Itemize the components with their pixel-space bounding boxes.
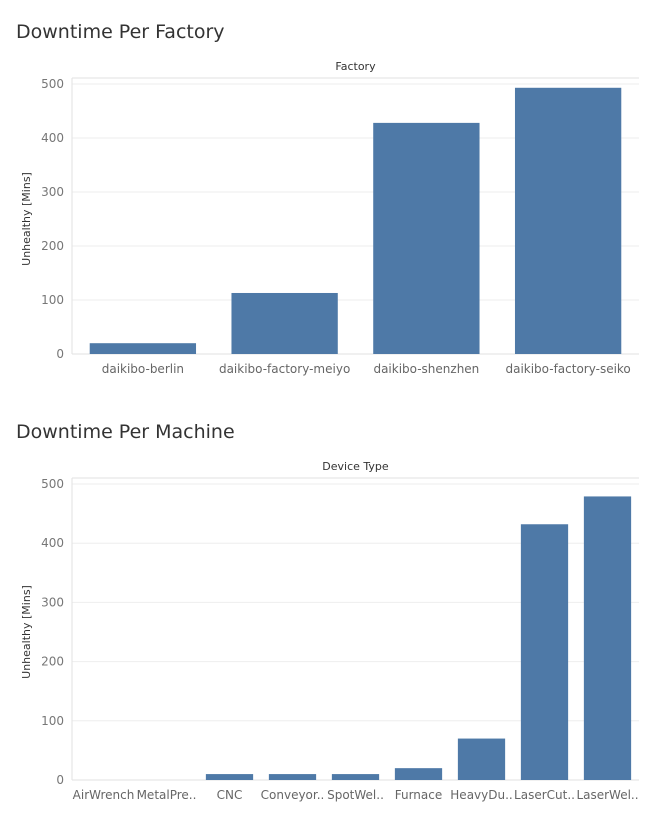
column-header: Factory (335, 60, 376, 73)
y-tick-label: 200 (41, 239, 64, 253)
x-tick-label: daikibo-factory-seiko (505, 362, 630, 376)
y-tick-label: 500 (41, 477, 64, 491)
y-tick-label: 200 (41, 655, 64, 669)
x-tick-label: Furnace (395, 788, 443, 802)
y-tick-label: 100 (41, 293, 64, 307)
bar-daikibo-shenzhen (373, 122, 480, 354)
x-tick-label: daikibo-shenzhen (373, 362, 479, 376)
bar-heavydu (457, 738, 506, 780)
bar-conveyor (268, 774, 317, 780)
bar-daikibo-factory-seiko (514, 87, 622, 354)
x-tick-label: CNC (217, 788, 243, 802)
x-tick-label: HeavyDu.. (450, 788, 512, 802)
bar-furnace (394, 768, 443, 780)
y-axis-title: Unhealthy [Mins] (20, 585, 33, 679)
y-tick-label: 100 (41, 714, 64, 728)
y-tick-label: 0 (56, 773, 64, 787)
bar-laserwel (583, 496, 632, 780)
bar-daikibo-berlin (89, 343, 197, 354)
chart-title-machine: Downtime Per Machine (16, 421, 235, 443)
x-tick-label: MetalPre.. (137, 788, 197, 802)
x-tick-label: daikibo-berlin (102, 362, 184, 376)
y-tick-label: 400 (41, 131, 64, 145)
y-tick-label: 300 (41, 185, 64, 199)
bar-cnc (205, 774, 254, 780)
x-tick-label: Conveyor.. (261, 788, 325, 802)
column-header: Device Type (322, 460, 389, 473)
x-tick-label: SpotWel.. (327, 788, 384, 802)
bar-lasercut (520, 524, 569, 780)
y-axis-title: Unhealthy [Mins] (20, 172, 33, 266)
chart-downtime-per-factory: Factory 0 100 200 300 400 500 Unhealthy [Mins] d… (20, 60, 639, 376)
y-tick-label: 300 (41, 595, 64, 609)
x-tick-label: AirWrench (73, 788, 135, 802)
chart-title-factory: Downtime Per Factory (16, 21, 225, 43)
y-tick-label: 0 (56, 347, 64, 361)
chart-downtime-per-machine: Device Type 0 100 200 300 400 500 Unhealthy [Mi… (20, 460, 639, 802)
bar-spotwel (331, 774, 380, 780)
y-tick-label: 400 (41, 536, 64, 550)
bar-daikibo-factory-meiyo (231, 292, 338, 354)
x-tick-label: daikibo-factory-meiyo (219, 362, 350, 376)
y-tick-label: 500 (41, 77, 64, 91)
x-tick-label: LaserWel.. (576, 788, 638, 802)
x-tick-label: LaserCut.. (514, 788, 575, 802)
